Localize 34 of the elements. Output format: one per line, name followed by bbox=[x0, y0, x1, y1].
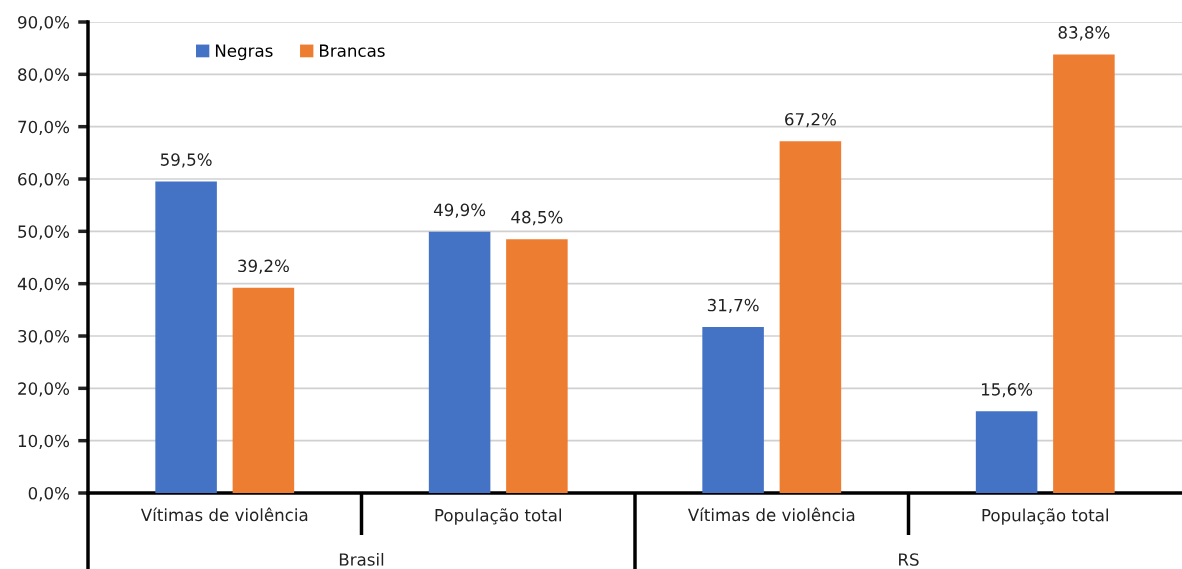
y-tick-label: 20,0% bbox=[18, 382, 70, 397]
y-tick-label: 80,0% bbox=[18, 68, 70, 83]
bar bbox=[975, 411, 1038, 493]
data-label: 48,5% bbox=[511, 210, 563, 226]
legend-label: Negras bbox=[215, 44, 273, 61]
bar bbox=[232, 287, 295, 493]
y-tick-label: 70,0% bbox=[18, 120, 70, 135]
data-label: 59,5% bbox=[160, 153, 212, 168]
y-tick-label: 0,0% bbox=[28, 486, 70, 502]
y-tick-label: 60,0% bbox=[18, 172, 70, 188]
x-tick-label: Vítimas de violência bbox=[687, 507, 855, 522]
bar bbox=[779, 141, 842, 493]
text: Brasil bbox=[339, 552, 384, 566]
data-label: 31,7% bbox=[707, 298, 759, 314]
x-tick-label: Vítimas de violência bbox=[140, 507, 308, 522]
y-tick-label: 30,0% bbox=[18, 329, 70, 345]
bar bbox=[155, 181, 217, 493]
bar bbox=[506, 239, 568, 493]
data-label: 49,9% bbox=[433, 203, 486, 218]
data-label: 15,6% bbox=[981, 383, 1033, 398]
legend-label: Brancas bbox=[320, 44, 385, 57]
text: RS bbox=[899, 553, 919, 566]
bar bbox=[702, 327, 764, 493]
bar bbox=[1053, 54, 1115, 493]
y-tick-label: 90,0% bbox=[18, 15, 70, 31]
y-tick-label: 40,0% bbox=[17, 277, 70, 292]
data-label: 67,2% bbox=[785, 112, 836, 128]
y-tick-label: 10,0% bbox=[18, 434, 70, 449]
x-tick-label: População total bbox=[982, 508, 1108, 525]
bar bbox=[428, 231, 491, 493]
x-tick-label: População total bbox=[435, 508, 561, 525]
y-tick-label: 50,0% bbox=[18, 225, 70, 240]
data-label: 39,2% bbox=[238, 259, 289, 274]
data-label: 83,8% bbox=[1058, 26, 1110, 41]
